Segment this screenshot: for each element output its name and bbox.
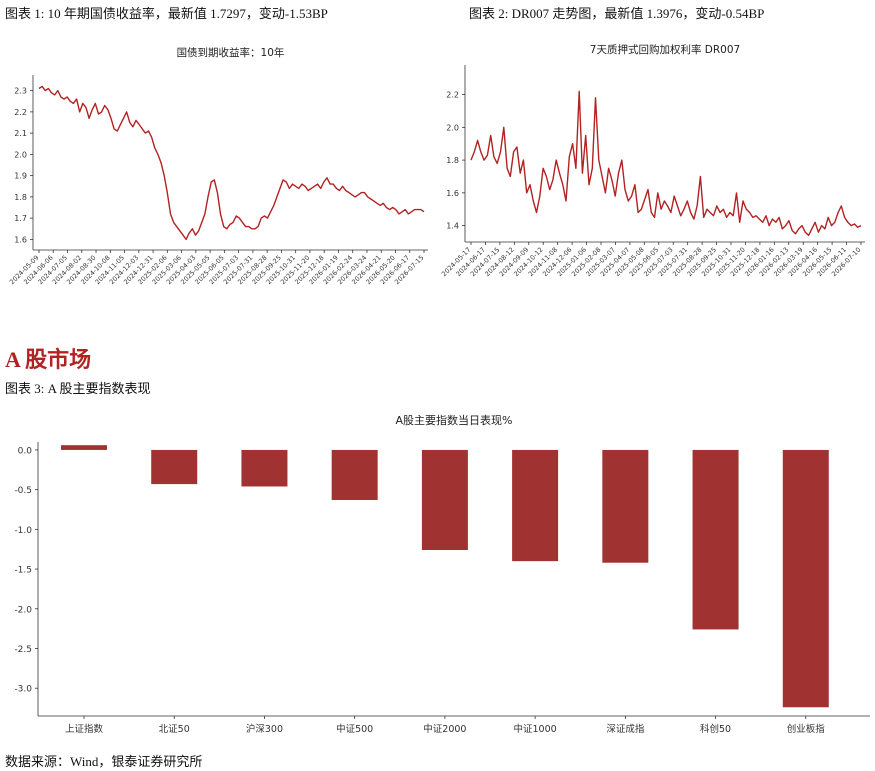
bond-yield-chart: 国债到期收益率：10年1.61.71.81.92.02.12.22.32024-… [8, 46, 428, 286]
y-tick-label: 1.6 [446, 189, 459, 198]
y-tick-label: 1.4 [446, 222, 459, 231]
bar-7 [602, 449, 649, 563]
chart-title: 国债到期收益率：10年 [177, 46, 285, 59]
bar-4 [331, 449, 378, 500]
x-tick-label: 上证指数 [65, 723, 104, 735]
y-tick-label: 1.7 [14, 214, 27, 223]
y-tick-label: -2.5 [14, 645, 32, 655]
index-performance-chart: A股主要指数当日表现% 0.0 -0.5 -1.0 -1.5 -2.0 -2.5 -3.0 上证… [14, 413, 870, 735]
y-tick-label: -1.5 [14, 566, 32, 576]
bar-6 [512, 449, 559, 562]
y-tick-label: -0.5 [14, 486, 32, 496]
chart-title: 7天质押式回购加权利率 DR007 [590, 43, 740, 56]
chart-title: A股主要指数当日表现% [396, 413, 513, 427]
figure-3-caption: 图表 3: A 股主要指数表现 [5, 381, 151, 396]
y-tick-label: 2.0 [14, 150, 27, 159]
x-tick-label: 深证成指 [606, 723, 645, 735]
x-tick-label: 科创50 [700, 723, 731, 735]
y-tick-label: -1.0 [14, 526, 32, 536]
y-tick-label: 2.3 [14, 87, 27, 96]
y-tick-label: 2.0 [446, 123, 459, 132]
y-tick-label: -2.0 [14, 605, 32, 615]
x-tick-label: 创业板指 [787, 723, 826, 735]
bar-8 [692, 449, 739, 630]
y-tick-label: -3.0 [14, 685, 32, 695]
dr007-chart: 7天质押式回购加权利率 DR0071.41.61.82.02.22024-05-… [440, 43, 865, 278]
section-title: A 股市场 [5, 347, 92, 372]
x-tick-label: 沪深300 [246, 723, 283, 735]
y-tick-label: 2.1 [14, 129, 27, 138]
source-note: 数据来源：Wind，银泰证券研究所 [5, 754, 203, 769]
series-line-2 [470, 90, 862, 237]
y-tick-label: 2.2 [446, 91, 459, 100]
series-line-1 [38, 85, 425, 241]
bar-9 [782, 449, 829, 708]
x-tick-label: 北证50 [159, 724, 190, 735]
x-tick-label: 中证500 [336, 723, 373, 735]
bar-2 [151, 449, 198, 485]
y-tick-label: 1.6 [14, 235, 27, 244]
figure-2-caption: 图表 2: DR007 走势图，最新值 1.3976，变动-0.54BP [469, 6, 765, 21]
bar-5 [421, 449, 468, 551]
bar-1 [61, 445, 107, 450]
y-tick-label: 1.8 [14, 193, 27, 202]
figure-1-caption: 图表 1: 10 年期国债收益率，最新值 1.7297，变动-1.53BP [5, 6, 328, 21]
y-tick-label: 0.0 [18, 446, 33, 456]
x-tick-label: 中证2000 [423, 723, 466, 735]
y-tick-label: 1.8 [446, 156, 459, 165]
bar-3 [241, 449, 288, 487]
y-tick-label: 2.2 [14, 108, 27, 117]
x-tick-label: 中证1000 [514, 723, 557, 735]
y-tick-label: 1.9 [14, 172, 27, 181]
